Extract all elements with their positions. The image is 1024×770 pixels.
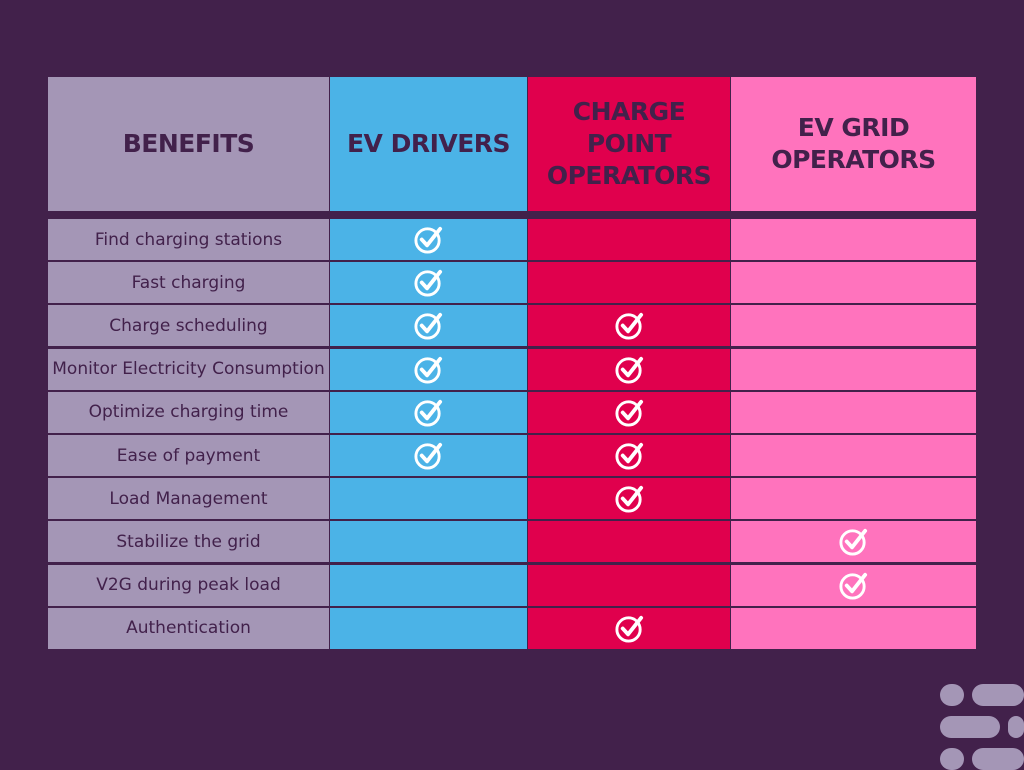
benefit-label: Monitor Electricity Consumption [48, 348, 329, 390]
header-ev-drivers: EV DRIVERS [330, 77, 527, 211]
header-ev-grid-operators: EV GRID OPERATORS [731, 77, 976, 211]
header-charge-point-operators: CHARGE POINT OPERATORS [528, 77, 730, 211]
cell-charge-point-operators [528, 478, 730, 520]
header-benefits: BENEFITS [48, 77, 329, 211]
table-row: Find charging stations [48, 219, 976, 260]
cell-ev-grid-operators [731, 478, 976, 520]
circle-check-icon [614, 440, 645, 471]
circle-check-icon [614, 397, 645, 428]
cell-ev-grid-operators [731, 262, 976, 304]
circle-check-icon [413, 267, 444, 298]
table-header: BENEFITS EV DRIVERS CHARGE POINT OPERATO… [48, 77, 976, 211]
benefit-label: Fast charging [48, 262, 329, 304]
cell-ev-drivers [330, 521, 527, 563]
circle-check-icon [413, 354, 444, 385]
benefit-label: Find charging stations [48, 219, 329, 260]
benefit-label: Authentication [48, 607, 329, 649]
cell-charge-point-operators [528, 219, 730, 260]
cell-charge-point-operators [528, 521, 730, 563]
table-row: Fast charging [48, 262, 976, 304]
cell-charge-point-operators [528, 435, 730, 476]
circle-check-icon [838, 570, 869, 601]
circle-check-icon [614, 613, 645, 644]
benefit-label: V2G during peak load [48, 564, 329, 606]
cell-charge-point-operators [528, 607, 730, 649]
cell-ev-grid-operators [731, 435, 976, 476]
circle-check-icon [413, 397, 444, 428]
cell-charge-point-operators [528, 564, 730, 606]
circle-check-icon [413, 224, 444, 255]
cell-ev-drivers [330, 391, 527, 433]
cell-ev-drivers [330, 435, 527, 476]
table-row: V2G during peak load [48, 564, 976, 606]
cell-ev-grid-operators [731, 564, 976, 606]
cell-ev-grid-operators [731, 219, 976, 260]
circle-check-icon [614, 310, 645, 341]
cell-ev-drivers [330, 305, 527, 347]
table-row: Ease of payment [48, 435, 976, 476]
circle-check-icon [838, 526, 869, 557]
cell-ev-drivers [330, 607, 527, 649]
benefit-label: Ease of payment [48, 435, 329, 476]
header-divider [48, 211, 976, 215]
cell-ev-drivers [330, 219, 527, 260]
table-row: Monitor Electricity Consumption [48, 348, 976, 390]
cell-ev-grid-operators [731, 348, 976, 390]
circle-check-icon [614, 483, 645, 514]
cell-charge-point-operators [528, 262, 730, 304]
cell-ev-grid-operators [731, 607, 976, 649]
table-row: Load Management [48, 478, 976, 520]
benefit-label: Stabilize the grid [48, 521, 329, 563]
circle-check-icon [614, 354, 645, 385]
cell-ev-drivers [330, 478, 527, 520]
cell-ev-drivers [330, 564, 527, 606]
circle-check-icon [413, 310, 444, 341]
cell-ev-grid-operators [731, 521, 976, 563]
brand-logo [940, 682, 1024, 770]
cell-ev-drivers [330, 262, 527, 304]
cell-ev-drivers [330, 348, 527, 390]
benefit-label: Optimize charging time [48, 391, 329, 433]
table-row: Authentication [48, 607, 976, 649]
benefits-comparison-table: BENEFITS EV DRIVERS CHARGE POINT OPERATO… [48, 77, 976, 661]
cell-ev-grid-operators [731, 391, 976, 433]
table-row: Optimize charging time [48, 391, 976, 433]
circle-check-icon [413, 440, 444, 471]
table-row: Stabilize the grid [48, 521, 976, 563]
cell-charge-point-operators [528, 305, 730, 347]
cell-ev-grid-operators [731, 305, 976, 347]
benefit-label: Load Management [48, 478, 329, 520]
table-row: Charge scheduling [48, 305, 976, 347]
benefit-label: Charge scheduling [48, 305, 329, 347]
cell-charge-point-operators [528, 391, 730, 433]
cell-charge-point-operators [528, 348, 730, 390]
